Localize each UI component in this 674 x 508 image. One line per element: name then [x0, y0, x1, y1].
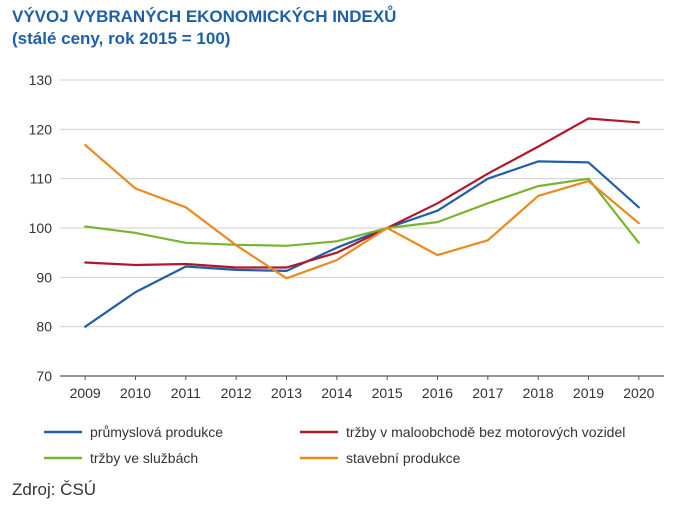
y-tick-label: 130 — [29, 72, 53, 88]
x-tick-label: 2018 — [523, 385, 554, 401]
chart-title: VÝVOJ VYBRANÝCH EKONOMICKÝCH INDEXŮ (stá… — [12, 6, 396, 50]
x-tick-label: 2020 — [623, 385, 654, 401]
series-line-3 — [84, 177, 640, 247]
y-tick-label: 90 — [36, 269, 52, 285]
x-tick-label: 2019 — [573, 385, 604, 401]
x-tick-label: 2016 — [422, 385, 453, 401]
x-tick-label: 2014 — [321, 385, 352, 401]
series-line-2 — [84, 117, 640, 269]
y-tick-label: 120 — [29, 121, 53, 137]
y-tick-label: 80 — [36, 319, 52, 335]
legend-label: stavební produkce — [346, 450, 461, 466]
x-tick-label: 2009 — [70, 385, 101, 401]
chart-title-main: VÝVOJ VYBRANÝCH EKONOMICKÝCH INDEXŮ — [12, 7, 397, 26]
series-line-4 — [84, 144, 640, 280]
y-tick-label: 110 — [30, 171, 53, 187]
legend-label: průmyslová produkce — [90, 424, 223, 440]
x-tick-label: 2017 — [472, 385, 503, 401]
x-tick-label: 2011 — [171, 385, 201, 401]
legend-label: tržby ve službách — [90, 450, 198, 466]
y-tick-label: 100 — [29, 220, 53, 236]
y-tick-label: 70 — [36, 368, 52, 384]
chart-subtitle: (stálé ceny, rok 2015 = 100) — [12, 29, 231, 48]
x-tick-label: 2015 — [372, 385, 403, 401]
source-note: Zdroj: ČSÚ — [12, 480, 97, 499]
x-tick-label: 2013 — [271, 385, 302, 401]
x-tick-label: 2012 — [221, 385, 252, 401]
x-tick-label: 2010 — [120, 385, 151, 401]
series-line-1 — [84, 160, 640, 328]
legend-label: tržby v maloobchodě bez motorových vozid… — [346, 424, 625, 440]
